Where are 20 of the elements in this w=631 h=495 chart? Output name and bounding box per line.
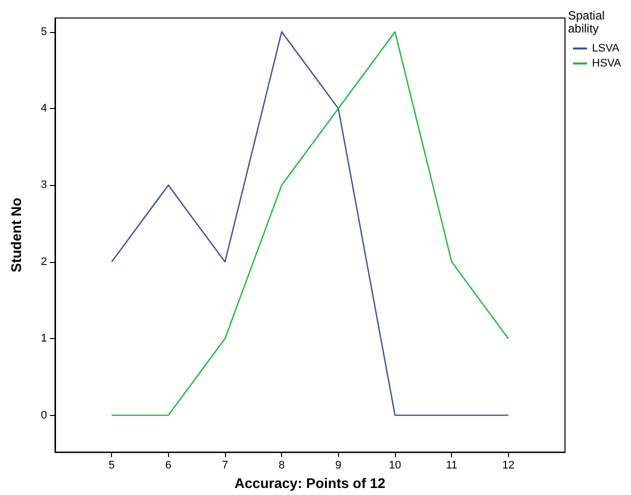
line-series: [111, 31, 509, 416]
y-tick-label: 3: [40, 179, 47, 192]
y-tick-label: 4: [40, 102, 47, 114]
x-tick-label: 9: [335, 460, 342, 472]
x-tick-label: 6: [165, 460, 172, 472]
x-axis-title: Accuracy: Points of 12: [234, 475, 386, 491]
legend-label: LSVA: [592, 42, 620, 54]
x-tick-label: 12: [502, 460, 514, 472]
x-tick-label: 8: [278, 460, 285, 472]
y-tick-label: 5: [40, 26, 47, 38]
x-tick-label: 5: [108, 460, 115, 472]
x-tick-label: 7: [222, 460, 228, 472]
y-axis-title: Student No: [8, 198, 24, 272]
legend-label: HSVA: [592, 58, 622, 70]
legend-title: Spatial ability: [568, 8, 608, 36]
y-tick-label: 2: [40, 256, 47, 268]
y-tick-label: 0: [40, 409, 47, 422]
y-tick-label: 1: [40, 332, 47, 345]
x-tick-label: 11: [446, 460, 458, 472]
x-tick-label: 10: [388, 460, 402, 472]
